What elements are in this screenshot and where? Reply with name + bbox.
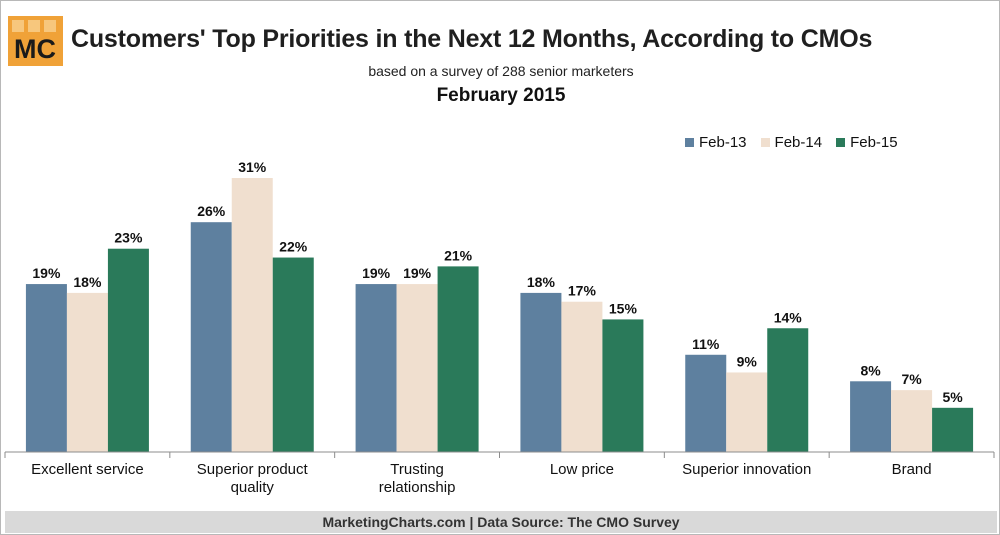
bar	[726, 372, 768, 452]
bar	[932, 407, 974, 452]
bar	[190, 222, 232, 452]
bar-chart: 19% 26% 19% 18% 11% 8% 18% 31% 19% 17% 9% 7% 23% 22% 2…	[4, 159, 995, 496]
legend-swatch-feb-15	[836, 138, 846, 147]
bar	[602, 319, 644, 452]
category-label: Low price	[550, 461, 614, 478]
footer-source: MarketingCharts.com | Data Source: The C…	[5, 511, 997, 533]
bar	[396, 284, 438, 452]
legend-label-feb-15: Feb-15	[850, 134, 898, 151]
legend-label-feb-14: Feb-14	[774, 134, 823, 151]
data-label: 7%	[901, 371, 922, 387]
legend-swatch-feb-13	[685, 138, 694, 147]
legend-item-feb-14: Feb-14	[760, 134, 823, 151]
category-label: Brand	[892, 461, 932, 478]
data-label: 21%	[444, 247, 473, 263]
legend-swatch-feb-14	[760, 138, 770, 147]
chart-title: Customers' Top Priorities in the Next 12…	[71, 25, 873, 53]
data-label: 11%	[692, 336, 720, 352]
data-label: 15%	[609, 300, 638, 316]
legend-item-feb-15: Feb-15	[836, 134, 898, 151]
data-label: 14%	[774, 309, 803, 325]
data-label: 19%	[362, 265, 391, 281]
bar	[25, 284, 67, 452]
data-label: 26%	[197, 203, 226, 219]
bar	[437, 266, 479, 452]
data-label: 22%	[279, 239, 308, 255]
bar	[231, 178, 273, 452]
data-label: 17%	[568, 283, 597, 299]
bar	[561, 301, 603, 452]
bar	[66, 292, 108, 452]
data-label: 19%	[403, 265, 432, 281]
bar	[107, 248, 149, 452]
data-label: 19%	[32, 265, 61, 281]
category-label: Trusting relationship	[379, 461, 456, 496]
data-label: 9%	[737, 353, 758, 369]
bar	[272, 257, 314, 452]
category-label: Superior product quality	[197, 461, 309, 496]
chart-date: February 2015	[436, 85, 566, 106]
data-label: 18%	[527, 274, 556, 290]
category-label: Superior innovation	[682, 461, 811, 478]
chart-subtitle: based on a survey of 288 senior marketer…	[368, 63, 634, 79]
bar	[520, 292, 562, 452]
bar	[850, 381, 892, 452]
bar	[355, 284, 397, 452]
data-label: 18%	[73, 274, 102, 290]
logo-text: MC	[14, 34, 56, 64]
legend: Feb-13 Feb-14 Feb-15	[685, 134, 898, 151]
legend-label-feb-13: Feb-13	[699, 134, 747, 151]
data-label: 31%	[238, 159, 267, 175]
data-label: 5%	[942, 389, 963, 405]
legend-item-feb-13: Feb-13	[685, 134, 747, 151]
marketingcharts-logo: MC	[8, 16, 63, 66]
bar	[767, 328, 809, 452]
data-label: 23%	[114, 230, 143, 246]
data-label: 8%	[860, 362, 881, 378]
bar	[891, 390, 933, 452]
bar	[685, 354, 727, 452]
category-label: Excellent service	[31, 461, 144, 478]
